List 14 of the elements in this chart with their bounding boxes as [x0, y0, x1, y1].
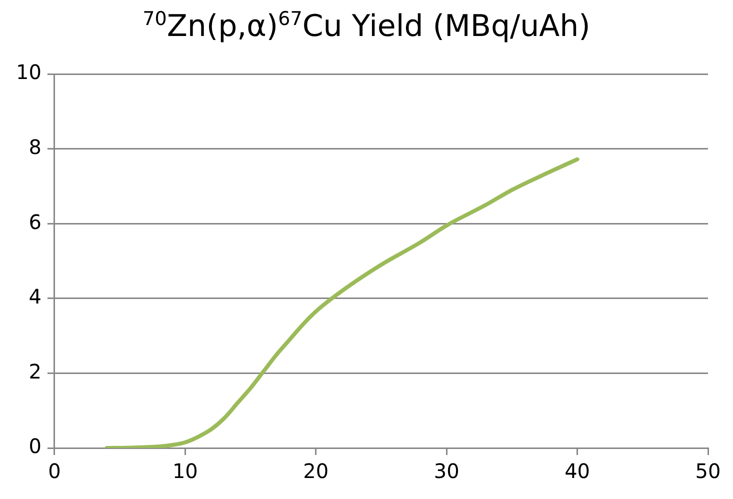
x-tick-label: 40	[564, 459, 590, 484]
x-tick-label: 0	[48, 459, 61, 484]
y-tick-label: 0	[28, 434, 42, 458]
y-tick-label: 10	[16, 60, 42, 84]
x-tick-label: 20	[303, 459, 329, 484]
x-tick-label: 30	[434, 459, 460, 484]
y-tick-label: 6	[28, 210, 42, 234]
y-tick-label: 8	[28, 135, 42, 160]
line-series	[104, 157, 580, 448]
y-tick-label: 4	[28, 284, 42, 309]
y-tick-label: 2	[28, 359, 42, 384]
chart-title: $^{70}$Zn(p,α)$^{67}$Cu Yield (MBq/uAh)	[142, 8, 592, 44]
x-tick-label: 10	[172, 459, 198, 484]
x-tick-label: 50	[695, 459, 721, 484]
